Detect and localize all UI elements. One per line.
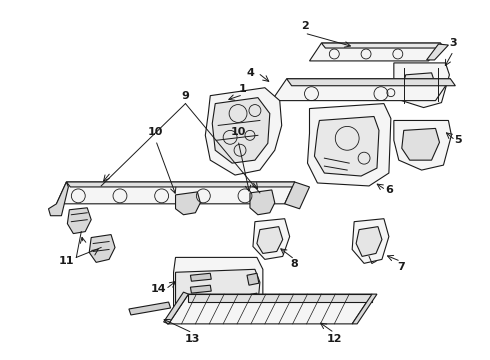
Polygon shape bbox=[315, 117, 379, 176]
Text: 14: 14 bbox=[151, 284, 167, 294]
Polygon shape bbox=[189, 294, 372, 302]
Polygon shape bbox=[250, 190, 275, 215]
Text: 10: 10 bbox=[148, 127, 163, 138]
Polygon shape bbox=[394, 121, 451, 170]
Text: 12: 12 bbox=[326, 334, 342, 344]
Polygon shape bbox=[191, 273, 211, 281]
Polygon shape bbox=[321, 43, 444, 48]
Text: 2: 2 bbox=[301, 21, 308, 31]
Text: 5: 5 bbox=[455, 135, 462, 145]
Polygon shape bbox=[287, 79, 455, 86]
Polygon shape bbox=[257, 227, 283, 253]
Polygon shape bbox=[191, 285, 211, 293]
Polygon shape bbox=[56, 182, 294, 204]
Text: 10: 10 bbox=[230, 127, 246, 138]
Polygon shape bbox=[427, 44, 448, 60]
Polygon shape bbox=[169, 294, 372, 324]
Polygon shape bbox=[173, 257, 263, 322]
Text: 3: 3 bbox=[449, 38, 457, 48]
Polygon shape bbox=[129, 302, 171, 315]
Polygon shape bbox=[205, 88, 282, 175]
Text: 4: 4 bbox=[246, 68, 254, 78]
Polygon shape bbox=[247, 293, 259, 305]
Polygon shape bbox=[164, 292, 189, 324]
Polygon shape bbox=[191, 297, 211, 305]
Text: 1: 1 bbox=[239, 84, 247, 94]
Polygon shape bbox=[352, 294, 377, 324]
Text: 6: 6 bbox=[385, 185, 393, 195]
Polygon shape bbox=[352, 219, 389, 264]
Text: 7: 7 bbox=[397, 262, 405, 272]
Polygon shape bbox=[175, 192, 200, 215]
Polygon shape bbox=[308, 104, 391, 186]
Text: 13: 13 bbox=[185, 334, 200, 344]
Polygon shape bbox=[272, 79, 450, 100]
Polygon shape bbox=[356, 227, 382, 256]
Text: 11: 11 bbox=[59, 256, 74, 266]
Polygon shape bbox=[402, 129, 440, 160]
Polygon shape bbox=[66, 182, 298, 187]
Polygon shape bbox=[212, 98, 270, 163]
Polygon shape bbox=[49, 182, 69, 216]
Polygon shape bbox=[285, 182, 310, 209]
Polygon shape bbox=[68, 208, 91, 234]
Polygon shape bbox=[394, 63, 449, 108]
Text: 8: 8 bbox=[291, 259, 298, 269]
Polygon shape bbox=[175, 269, 260, 322]
Polygon shape bbox=[310, 43, 441, 61]
Polygon shape bbox=[247, 273, 259, 285]
Polygon shape bbox=[89, 235, 115, 262]
Polygon shape bbox=[253, 219, 290, 260]
Text: 9: 9 bbox=[181, 91, 190, 101]
Polygon shape bbox=[402, 73, 436, 99]
